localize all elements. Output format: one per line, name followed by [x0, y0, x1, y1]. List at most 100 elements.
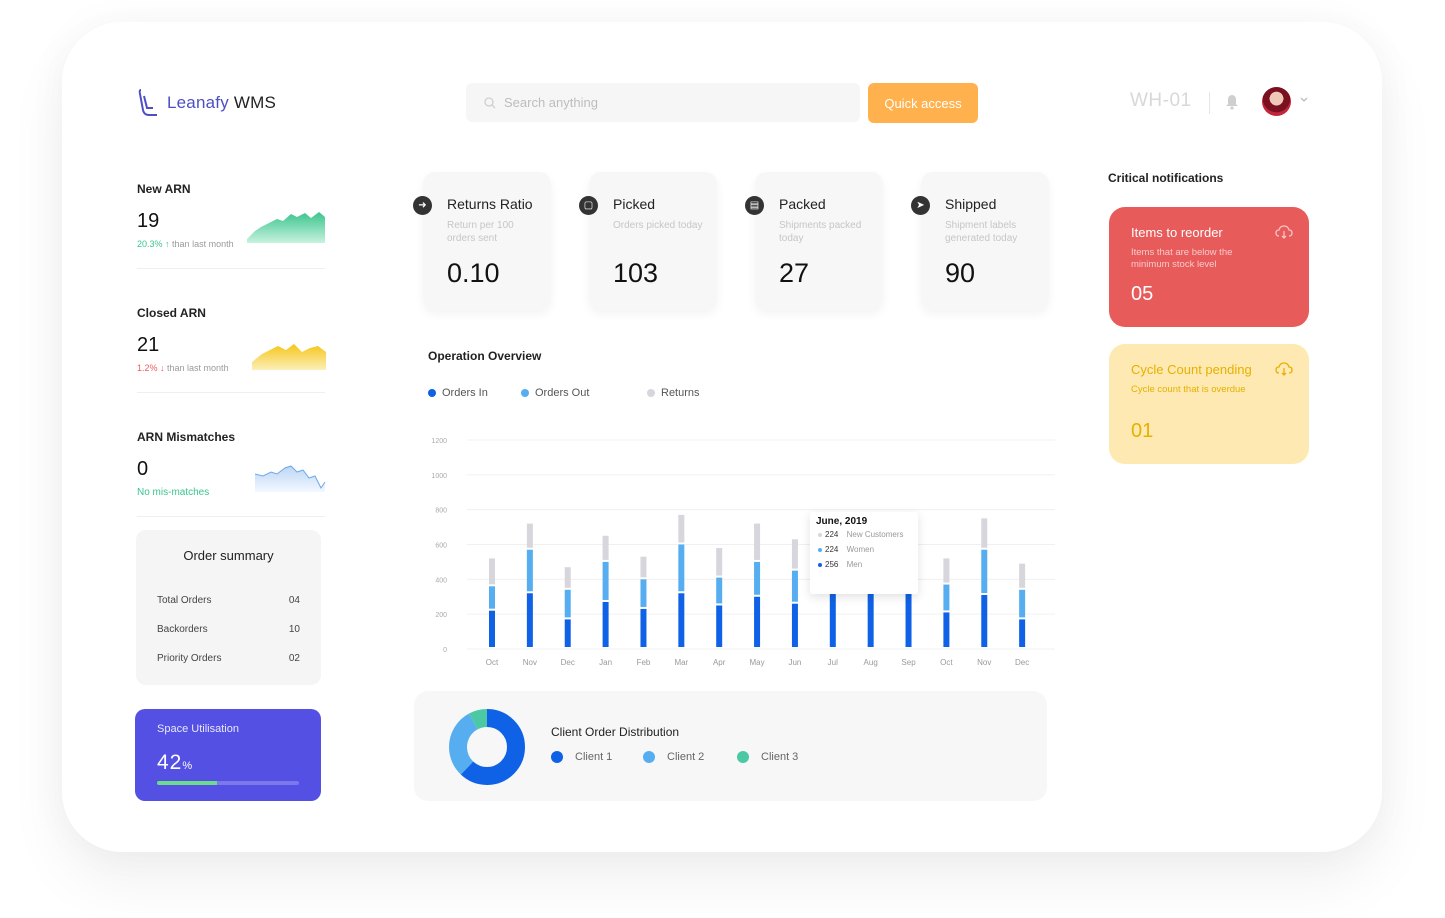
notification-desc: Cycle count that is overdue	[1131, 384, 1246, 395]
stat-value: 21	[137, 334, 160, 356]
stat-closed-arn[interactable]: Closed ARN 21 1.2% ↓ than last month	[137, 306, 327, 373]
arrow-right-icon: ➜	[413, 196, 432, 215]
cloud-download-icon[interactable]	[1275, 362, 1293, 376]
bar-orders-in	[1019, 619, 1026, 647]
bell-icon[interactable]	[1225, 94, 1239, 110]
bar-returns	[943, 558, 950, 583]
kpi-value: 27	[779, 258, 810, 288]
bar-returns	[791, 539, 798, 569]
bar-orders-in	[564, 619, 571, 647]
space-progress-bar	[157, 781, 299, 785]
warehouse-selector[interactable]: WH-01	[1130, 90, 1192, 111]
bar-orders-out	[1019, 589, 1026, 618]
header-divider	[1209, 92, 1210, 114]
bar-returns	[981, 518, 988, 548]
order-summary-row[interactable]: Backorders 10	[136, 624, 321, 635]
send-icon: ➤	[911, 196, 930, 215]
space-value: 42%	[157, 751, 194, 774]
search-bar[interactable]	[466, 83, 860, 122]
bar-orders-out	[678, 544, 685, 592]
tooltip-row: 224 New Customers	[818, 530, 904, 539]
stat-new-arn[interactable]: New ARN 19 20.3% ↑ than last month	[137, 182, 327, 249]
notification-items-to-reorder[interactable]: Items to reorder Items that are below th…	[1109, 207, 1309, 327]
kpi-desc: Return per 100 orders sent	[447, 220, 514, 244]
stat-change: 20.3% ↑ than last month	[137, 239, 234, 249]
legend-returns[interactable]: Returns	[647, 387, 700, 399]
kpi-title: Packed	[779, 196, 826, 212]
kpi-value: 0.10	[447, 258, 500, 288]
space-utilisation-card[interactable]: Space Utilisation 42%	[135, 709, 321, 801]
legend-orders-out[interactable]: Orders Out	[521, 387, 589, 399]
x-tick-label: Jun	[788, 658, 801, 667]
closed-arn-sparkline	[252, 344, 326, 370]
y-tick-label: 1000	[431, 473, 447, 480]
legend-label: Returns	[661, 387, 700, 399]
document-icon: ▤	[745, 196, 764, 215]
stat-change: 1.2% ↓ than last month	[137, 363, 229, 373]
x-tick-label: Nov	[523, 658, 537, 667]
y-tick-label: 1200	[431, 438, 447, 445]
row-label: Total Orders	[157, 595, 212, 606]
kpi-shipped[interactable]: ➤ Shipped Shipment labels generated toda…	[911, 172, 1049, 310]
kpi-picked[interactable]: ▢ Picked Orders picked today 103	[579, 172, 717, 310]
bar-orders-out	[791, 570, 798, 602]
order-summary-row[interactable]: Priority Orders 02	[136, 653, 321, 664]
distribution-title: Client Order Distribution	[551, 725, 680, 739]
bar-orders-in	[791, 603, 798, 647]
kpi-packed[interactable]: ▤ Packed Shipments packed today 27	[745, 172, 883, 310]
legend-orders-in[interactable]: Orders In	[428, 387, 488, 399]
brand-name: Leanafy WMS	[167, 93, 276, 112]
stat-title: ARN Mismatches	[137, 430, 236, 444]
legend-dot	[428, 389, 436, 397]
order-summary-row[interactable]: Total Orders 04	[136, 595, 321, 606]
client-distribution-donut	[449, 709, 525, 785]
kpi-title: Picked	[613, 196, 656, 212]
bar-orders-out	[981, 549, 988, 594]
chevron-down-icon[interactable]	[1299, 96, 1309, 104]
order-summary-title: Order summary	[183, 548, 274, 563]
kpi-title: Shipped	[945, 196, 997, 212]
legend-client-3[interactable]: Client 3	[737, 751, 798, 763]
x-tick-label: Mar	[674, 658, 688, 667]
legend-client-2[interactable]: Client 2	[643, 751, 704, 763]
kpi-desc: Shipment labels generated today	[945, 220, 1018, 244]
bar-orders-out	[640, 579, 647, 607]
space-label: Space Utilisation	[157, 723, 239, 735]
bar-orders-in	[754, 596, 761, 647]
legend-label: Orders Out	[535, 387, 590, 399]
logo[interactable]: Leanafy WMS	[137, 88, 276, 118]
search-icon	[484, 96, 496, 108]
kpi-returns-ratio[interactable]: ➜ Returns Ratio Return per 100 orders se…	[413, 172, 551, 310]
y-tick-label: 800	[435, 508, 447, 515]
bar-returns	[489, 558, 495, 585]
notifications-title: Critical notifications	[1108, 171, 1224, 185]
bar-returns	[602, 535, 609, 560]
notification-title: Cycle Count pending	[1131, 362, 1252, 377]
stat-title: Closed ARN	[137, 306, 206, 320]
quick-access-button[interactable]: Quick access	[868, 83, 978, 123]
x-tick-label: Jul	[828, 658, 838, 667]
search-input[interactable]	[504, 95, 844, 110]
x-tick-label: Oct	[940, 658, 953, 667]
bar-orders-in	[716, 605, 723, 647]
notification-cycle-count[interactable]: Cycle Count pending Cycle count that is …	[1109, 344, 1309, 464]
cloud-download-icon[interactable]	[1275, 225, 1293, 239]
notification-value: 01	[1131, 420, 1154, 442]
operation-overview-chart: 0 200 400 600 800 1000 1200 Oct Nov Dec Jan Feb Mar A…	[431, 438, 1055, 667]
row-value: 10	[288, 624, 300, 635]
legend-dot	[521, 389, 529, 397]
x-tick-label: Sep	[901, 658, 916, 667]
bar-returns	[754, 523, 761, 560]
tooltip-row: 256 Men	[818, 560, 862, 569]
stat-arn-mismatches[interactable]: ARN Mismatches 0 No mis-matches	[137, 430, 327, 498]
legend-client-1[interactable]: Client 1	[551, 751, 612, 763]
client-distribution-card: Client Order Distribution Client 1 Clien…	[414, 691, 1047, 801]
new-arn-sparkline	[247, 212, 325, 243]
bar-orders-in	[981, 595, 988, 647]
stat-value: 0	[137, 458, 149, 480]
kpi-desc: Orders picked today	[613, 220, 703, 231]
x-tick-label: Nov	[977, 658, 991, 667]
notification-value: 05	[1131, 283, 1154, 305]
x-tick-label: Oct	[486, 658, 499, 667]
avatar[interactable]	[1262, 87, 1291, 116]
